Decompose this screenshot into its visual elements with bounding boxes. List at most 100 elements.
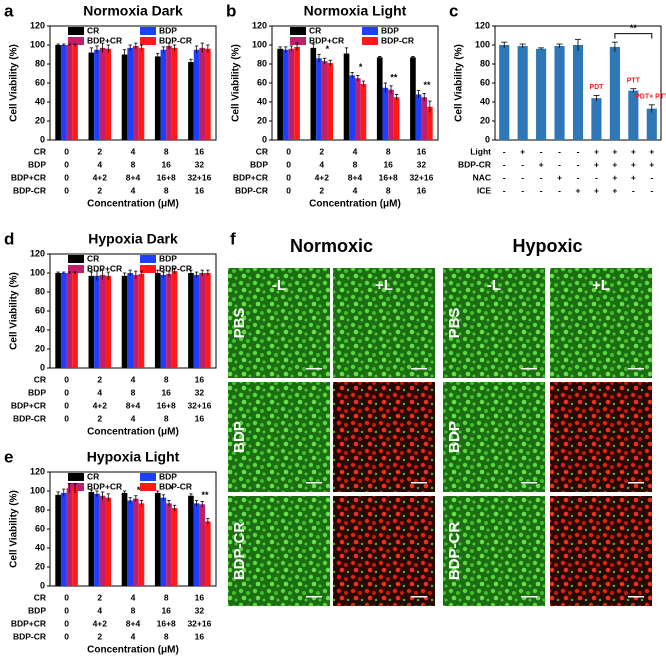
table-row-label: BDP+CR	[11, 172, 46, 182]
panel-label: e	[4, 447, 13, 466]
table-cell: +	[649, 146, 654, 156]
bar	[99, 495, 106, 586]
bar	[94, 493, 100, 586]
bar	[160, 497, 167, 586]
bar	[60, 45, 67, 140]
bar	[205, 521, 211, 586]
bar	[609, 46, 620, 140]
scale-bar	[628, 596, 644, 598]
table-cell: -	[540, 172, 543, 182]
table-cell: 8	[353, 159, 358, 169]
significance-bracket	[614, 33, 653, 39]
table-row-label: BDP-CR	[13, 631, 46, 641]
table-cell: -	[521, 159, 524, 169]
y-axis-label: Cell Viability (%)	[9, 272, 20, 350]
table-cell: 4	[131, 374, 136, 384]
y-axis-label: Cell Viability (%)	[231, 44, 242, 122]
treatment-label: PBS	[231, 308, 248, 339]
panel-label: a	[4, 1, 14, 20]
bar	[316, 58, 322, 140]
legend-label: BDP	[159, 25, 177, 35]
bar	[277, 48, 283, 140]
condition-heading: Normoxic	[290, 236, 373, 256]
y-tick-label: 40	[480, 96, 490, 106]
bar	[99, 47, 106, 140]
table-cell: +	[631, 159, 636, 169]
scale-bar	[306, 368, 322, 370]
table-cell: 4	[131, 146, 136, 156]
table-cell: 8+4	[126, 618, 141, 628]
table-cell: 4+2	[93, 618, 108, 628]
table-cell: 0	[64, 387, 69, 397]
bar	[382, 87, 389, 140]
bar	[127, 500, 133, 586]
legend-swatch	[362, 37, 378, 45]
table-cell: 0	[64, 159, 69, 169]
legend-label: BDP-CR	[159, 35, 192, 45]
table-cell: 4	[131, 592, 136, 602]
table-row-label: BDP	[28, 605, 46, 615]
table-cell: 16	[195, 185, 205, 195]
table-cell: 2	[97, 413, 102, 423]
bar	[166, 503, 172, 586]
y-tick-label: 100	[475, 39, 490, 49]
table-cell: -	[540, 185, 543, 195]
table-cell: 16	[195, 374, 205, 384]
bar	[127, 47, 133, 140]
bar	[160, 49, 167, 140]
table-cell: 16+8	[379, 172, 398, 182]
bar	[154, 273, 161, 368]
table-cell: +	[612, 146, 617, 156]
table-cell: +	[557, 172, 562, 182]
bar	[138, 47, 145, 140]
table-row-label: BDP	[250, 159, 268, 169]
light-label: +L	[375, 277, 393, 294]
legend-label: BDP+CR	[87, 263, 122, 273]
y-tick-label: 60	[257, 77, 267, 87]
table-cell: 16	[417, 185, 427, 195]
y-tick-label: 100	[30, 485, 45, 495]
y-tick-label: 80	[480, 58, 490, 68]
bar	[160, 274, 167, 368]
table-row-label: CR	[34, 146, 46, 156]
legend-swatch	[68, 265, 84, 273]
table-cell: +	[539, 159, 544, 169]
y-tick-label: 40	[35, 324, 45, 334]
bar	[154, 56, 161, 140]
bar	[199, 47, 206, 140]
table-row-label: BDP+CR	[11, 618, 46, 628]
table-cell: 16	[195, 413, 205, 423]
y-tick-label: 0	[40, 134, 45, 144]
legend-label: BDP	[159, 253, 177, 263]
bar	[121, 492, 128, 586]
legend-swatch	[290, 27, 306, 35]
legend-swatch	[362, 27, 378, 35]
table-row-label: NAC	[473, 172, 491, 182]
bar	[121, 275, 128, 368]
bar	[171, 508, 178, 586]
table-cell: 32	[417, 159, 427, 169]
table-cell: 8	[131, 387, 136, 397]
y-tick-label: 100	[30, 39, 45, 49]
micrograph	[443, 382, 545, 492]
table-row-label: BDP-CR	[458, 159, 491, 169]
bar	[94, 275, 100, 368]
bar	[288, 48, 295, 140]
table-cell: +	[649, 159, 654, 169]
y-tick-label: 100	[30, 267, 45, 277]
y-tick-label: 20	[480, 115, 490, 125]
table-cell: 16	[417, 146, 427, 156]
bar	[166, 273, 172, 368]
table-row-label: BDP+CR	[233, 172, 268, 182]
significance-label: *	[170, 484, 174, 494]
table-cell: 8	[164, 413, 169, 423]
bar	[327, 63, 334, 140]
scale-bar	[628, 368, 644, 370]
bar	[72, 273, 78, 368]
bar	[133, 45, 139, 141]
table-cell: 8	[386, 146, 391, 156]
micrograph	[550, 382, 652, 492]
table-cell: 2	[97, 146, 102, 156]
table-cell: 4	[97, 159, 102, 169]
y-tick-label: 20	[35, 115, 45, 125]
